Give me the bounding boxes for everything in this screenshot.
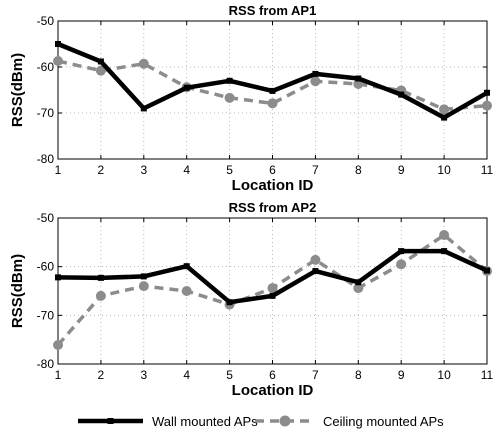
data-point-wall (355, 75, 362, 82)
data-point-wall (269, 292, 276, 299)
data-point-wall (55, 41, 61, 47)
y-tick-label: -80 (37, 357, 55, 371)
y-tick-label: -50 (37, 14, 55, 28)
data-point-wall (183, 84, 190, 91)
y-axis-label: RSS(dBm) (9, 53, 26, 127)
chart-ap2: 1 2 3 4 5 6 7 8 9 10 11 -80 -70 -60 -50 RSS from AP2 Loc… (9, 200, 494, 399)
data-point-wall (183, 263, 190, 270)
x-tick-label: 6 (269, 163, 276, 177)
data-point-wall (484, 89, 490, 96)
data-point-wall (398, 248, 405, 255)
legend-marker-wall (107, 418, 114, 424)
x-tick-label: 11 (481, 163, 494, 177)
x-tick-label: 9 (398, 163, 405, 177)
x-tick-label: 3 (140, 163, 147, 177)
y-tick-label: -60 (37, 60, 55, 74)
x-tick-label: 6 (269, 368, 276, 382)
x-tick-label: 7 (312, 163, 319, 177)
data-point-ceiling (482, 100, 492, 111)
data-point-ceiling (353, 283, 364, 294)
data-point-ceiling (53, 340, 63, 351)
x-axis-label: Location ID (232, 177, 314, 194)
data-point-wall (312, 70, 319, 77)
data-point-ceiling (310, 76, 321, 87)
x-tick-label: 2 (98, 368, 105, 382)
data-point-ceiling (95, 65, 106, 76)
x-tick-label: 4 (183, 368, 190, 382)
data-point-wall (55, 274, 61, 281)
y-axis-label: RSS(dBm) (9, 254, 26, 328)
chart-title: RSS from AP2 (229, 200, 317, 215)
data-point-wall (226, 299, 233, 306)
data-point-wall (398, 91, 405, 98)
x-tick-label: 5 (226, 368, 233, 382)
data-point-wall (269, 87, 276, 94)
x-tick-label: 10 (437, 368, 451, 382)
data-point-ceiling (310, 254, 321, 265)
data-point-ceiling (95, 290, 106, 301)
legend-label-wall: Wall mounted APs (152, 414, 258, 429)
data-point-wall (484, 267, 490, 274)
data-point-wall (97, 274, 104, 281)
x-tick-label: 3 (140, 368, 147, 382)
data-point-ceiling (181, 286, 192, 296)
x-tick-label: 1 (55, 368, 62, 382)
x-tick-label: 7 (312, 368, 319, 382)
x-axis-label: Location ID (232, 382, 314, 399)
chart-title: RSS from AP1 (229, 3, 317, 18)
data-point-ceiling (396, 259, 407, 270)
y-tick-label: -50 (37, 211, 55, 225)
data-point-wall (226, 77, 233, 84)
data-point-wall (441, 114, 448, 121)
data-point-wall (140, 273, 147, 280)
data-point-wall (97, 58, 104, 65)
x-tick-label: 9 (398, 368, 405, 382)
x-tick-label: 8 (355, 368, 362, 382)
data-point-wall (312, 268, 319, 275)
x-tick-label: 1 (55, 163, 62, 177)
y-tick-label: -60 (37, 260, 55, 274)
data-point-ceiling (138, 58, 149, 69)
data-point-ceiling (224, 92, 235, 103)
data-point-wall (140, 105, 147, 112)
data-point-ceiling (138, 281, 149, 292)
x-tick-label: 2 (98, 163, 105, 177)
data-point-ceiling (439, 230, 450, 241)
x-tick-label: 10 (437, 163, 451, 177)
data-point-ceiling (439, 104, 450, 115)
x-tick-label: 11 (481, 368, 494, 382)
x-tick-label: 5 (226, 163, 233, 177)
data-point-ceiling (53, 56, 63, 67)
data-point-ceiling (267, 283, 278, 294)
data-point-ceiling (267, 98, 278, 109)
y-tick-label: -70 (37, 106, 55, 120)
legend-label-ceiling: Ceiling mounted APs (323, 414, 444, 429)
x-tick-label: 4 (183, 163, 190, 177)
legend: Wall mounted APs Ceiling mounted APs (78, 414, 444, 429)
chart-ap1: 1 2 3 4 5 6 7 8 9 10 11 -80 -70 -60 -50 RSS from AP1 Loc… (9, 3, 494, 194)
y-tick-label: -70 (37, 308, 55, 322)
data-point-wall (441, 248, 448, 255)
data-point-wall (355, 279, 362, 286)
legend-marker-ceiling (279, 415, 291, 427)
x-tick-label: 8 (355, 163, 362, 177)
y-tick-label: -80 (37, 152, 55, 166)
